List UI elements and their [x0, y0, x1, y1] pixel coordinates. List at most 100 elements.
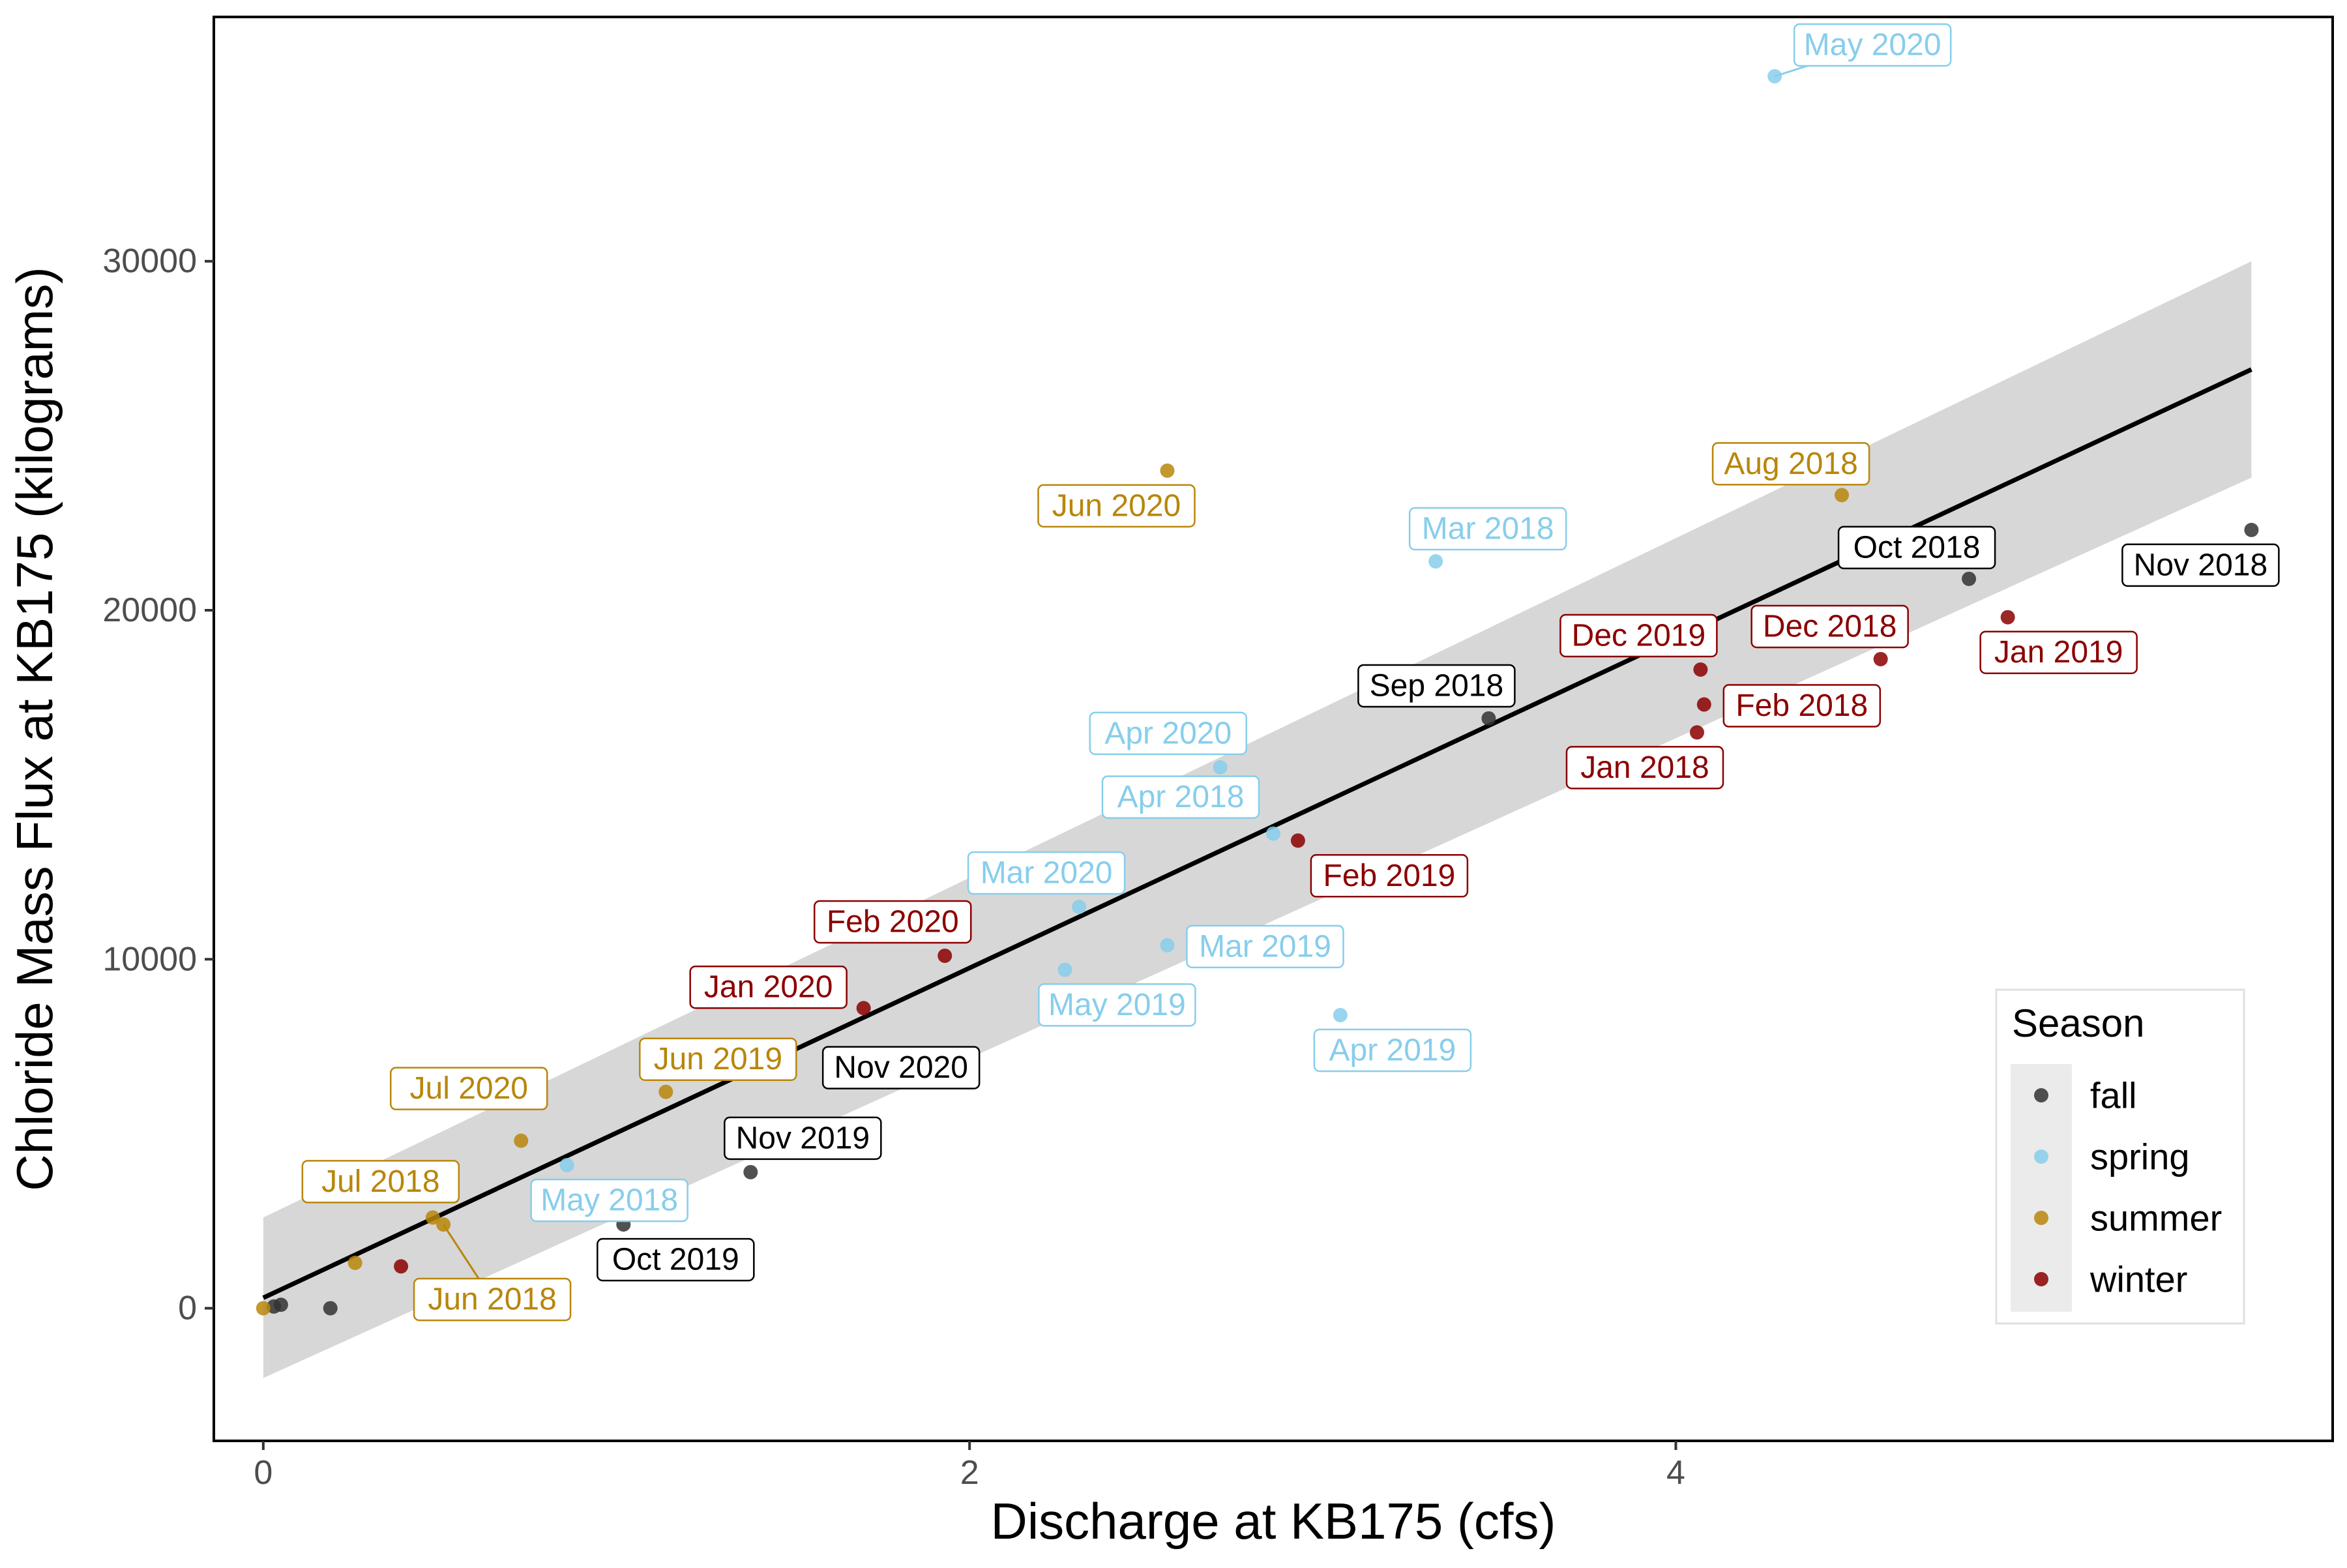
- legend-key-spring: [2034, 1149, 2048, 1164]
- label-nov-2018-box: [2121, 543, 2280, 587]
- label-may-2019-group: May 2019: [1038, 983, 1196, 1027]
- point-apr-2020: [1213, 760, 1228, 775]
- legend-label-winter: winter: [2089, 1259, 2187, 1300]
- label-may-2019-box: [1038, 983, 1196, 1027]
- point-mar-2019: [1160, 938, 1175, 953]
- label-feb-2020-box: [814, 900, 972, 944]
- point-unlabeled-29: [347, 1256, 362, 1270]
- label-jun-2019: Jun 2019: [654, 1042, 783, 1076]
- label-aug-2018: Aug 2018: [1724, 447, 1858, 481]
- point-dec-2018: [1873, 651, 1888, 666]
- label-dec-2018: Dec 2018: [1763, 609, 1897, 643]
- label-mar-2019: Mar 2019: [1199, 929, 1331, 964]
- point-oct-2018: [1962, 571, 1977, 586]
- point-nov-2019: [743, 1164, 758, 1179]
- label-feb-2018-box: [1722, 684, 1882, 728]
- label-dec-2018-group: Dec 2018: [1750, 604, 1909, 649]
- label-jul-2018-group: Jul 2018: [301, 1160, 460, 1204]
- y-tick-label-30000: 30000: [102, 243, 197, 280]
- label-nov-2020: Nov 2020: [834, 1050, 967, 1085]
- label-mar-2019-group: Mar 2019: [1186, 925, 1344, 969]
- label-jun-2018: Jun 2018: [428, 1282, 557, 1317]
- confidence-band: [263, 261, 2252, 1378]
- label-aug-2018-box: [1711, 442, 1870, 486]
- point-jan-2018: [1690, 725, 1704, 740]
- label-jun-2019-group: Jun 2019: [639, 1037, 797, 1081]
- point-may-2019: [1057, 962, 1072, 977]
- point-aug-2018: [1835, 488, 1850, 503]
- label-apr-2019-box: [1313, 1028, 1472, 1072]
- label-jan-2018-box: [1565, 746, 1724, 790]
- label-sep-2018: Sep 2018: [1370, 668, 1504, 703]
- x-tick-label-2: 2: [960, 1454, 979, 1492]
- label-sep-2018-box: [1357, 664, 1516, 708]
- label-jan-2018: Jan 2018: [1580, 750, 1709, 785]
- label-jun-2020-group: Jun 2020: [1037, 484, 1196, 528]
- label-feb-2018: Feb 2018: [1735, 688, 1868, 723]
- label-feb-2018-group: Feb 2018: [1722, 684, 1882, 728]
- label-may-2018-group: May 2018: [530, 1178, 688, 1222]
- point-jan-2019: [2000, 610, 2015, 625]
- point-dec-2019: [1693, 662, 1708, 677]
- label-oct-2019-group: Oct 2019: [597, 1237, 755, 1282]
- x-tick-label-0: 0: [254, 1454, 273, 1492]
- point-nov-2018: [2244, 522, 2259, 537]
- label-jun-2018-box: [413, 1277, 572, 1322]
- label-jul-2020-group: Jul 2020: [390, 1067, 548, 1110]
- label-sep-2018-group: Sep 2018: [1357, 664, 1516, 708]
- plot-panel-border: [213, 16, 2334, 1442]
- label-oct-2019: Oct 2019: [612, 1243, 739, 1277]
- label-jan-2019-box: [1979, 630, 2138, 674]
- label-jan-2019-group: Jan 2019: [1979, 630, 2138, 674]
- label-jul-2020-box: [390, 1067, 548, 1110]
- label-jan-2020: Jan 2020: [704, 970, 833, 1005]
- label-jul-2018-box: [301, 1160, 460, 1204]
- point-jul-2018: [425, 1210, 440, 1225]
- label-nov-2018-group: Nov 2018: [2121, 543, 2280, 587]
- label-apr-2019-group: Apr 2019: [1313, 1028, 1472, 1072]
- point-jun-2020: [1160, 463, 1175, 478]
- point-apr-2019: [1333, 1007, 1348, 1022]
- point-may-2018: [559, 1158, 574, 1173]
- point-mar-2020: [1072, 900, 1087, 914]
- point-unlabeled-30: [323, 1301, 338, 1316]
- label-feb-2020-group: Feb 2020: [814, 900, 972, 944]
- label-nov-2019-group: Nov 2019: [724, 1116, 882, 1161]
- point-jul-2020: [514, 1133, 529, 1148]
- label-mar-2020-box: [967, 851, 1126, 895]
- label-may-2018: May 2018: [540, 1183, 678, 1218]
- label-jul-2020: Jul 2020: [410, 1071, 528, 1106]
- point-unlabeled-32: [267, 1299, 282, 1314]
- label-apr-2019: Apr 2019: [1329, 1033, 1456, 1067]
- legend-title: Season: [2012, 1001, 2145, 1045]
- label-may-2019: May 2019: [1048, 988, 1186, 1022]
- label-jun-2019-box: [639, 1037, 797, 1081]
- point-jun-2019: [658, 1084, 673, 1099]
- legend: Season fall spring summer winter: [1995, 988, 2245, 1325]
- point-feb-2019: [1290, 833, 1305, 848]
- label-feb-2019-box: [1310, 854, 1469, 898]
- point-apr-2018: [1266, 826, 1280, 841]
- label-jan-2018-group: Jan 2018: [1565, 746, 1724, 790]
- label-jun-2018-group: Jun 2018: [413, 1224, 572, 1322]
- label-aug-2018-group: Aug 2018: [1711, 442, 1870, 486]
- legend-label-summer: summer: [2090, 1198, 2222, 1239]
- label-jun-2020: Jun 2020: [1052, 488, 1181, 523]
- label-may-2020-box: [1793, 23, 1952, 67]
- label-may-2020-group: May 2020: [1774, 23, 1952, 78]
- legend-key-summer: [2034, 1211, 2048, 1225]
- label-feb-2020: Feb 2020: [827, 904, 959, 939]
- label-nov-2020-box: [821, 1046, 981, 1089]
- point-unlabeled-28: [394, 1259, 409, 1274]
- label-apr-2018: Apr 2018: [1117, 780, 1245, 814]
- point-unlabeled-33: [256, 1301, 271, 1316]
- label-mar-2018-group: Mar 2018: [1408, 507, 1567, 551]
- label-apr-2020-group: Apr 2020: [1089, 711, 1247, 756]
- label-apr-2018-box: [1101, 775, 1260, 819]
- label-dec-2019-box: [1559, 614, 1718, 658]
- y-axis-title: Chloride Mass Flux at KB175 (kilograms): [6, 267, 63, 1191]
- label-nov-2020-group: Nov 2020: [821, 1046, 981, 1089]
- label-nov-2018: Nov 2018: [2134, 548, 2267, 582]
- label-oct-2019-box: [597, 1237, 755, 1282]
